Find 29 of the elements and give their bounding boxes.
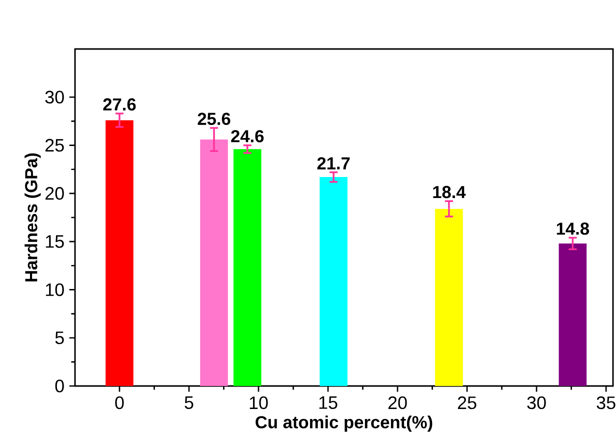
x-tick-label: 30 [527, 396, 546, 410]
bar [435, 208, 463, 386]
data-label: 21.7 [317, 157, 350, 170]
y-tick-label: 0 [55, 380, 64, 392]
y-tick-label: 5 [55, 332, 64, 344]
x-tick-label: 20 [388, 396, 407, 410]
bar [200, 140, 228, 386]
y-axis-title: Hardness (GPa) [24, 153, 41, 282]
x-tick-label: 0 [115, 396, 124, 410]
bar [233, 149, 262, 386]
bar [320, 177, 348, 386]
y-tick-label: 25 [45, 138, 64, 152]
x-axis-title: Cu atomic percent(%) [256, 416, 432, 432]
data-label: 25.6 [198, 112, 230, 126]
x-tick-label: 10 [250, 396, 268, 410]
bar [106, 120, 134, 386]
y-tick-label: 15 [46, 235, 64, 248]
x-tick-label: 15 [319, 396, 338, 409]
data-label: 18.4 [433, 186, 466, 198]
y-tick-label: 30 [45, 90, 64, 104]
x-tick-label: 35 [596, 396, 616, 410]
data-label: 24.6 [231, 130, 264, 142]
y-tick-label: 20 [45, 187, 64, 200]
data-label: 14.8 [556, 222, 590, 235]
data-label: 27.6 [103, 98, 136, 111]
bar [558, 243, 587, 386]
x-tick-label: 5 [184, 396, 194, 409]
y-tick-label: 10 [46, 283, 64, 296]
x-tick-label: 25 [458, 396, 476, 410]
